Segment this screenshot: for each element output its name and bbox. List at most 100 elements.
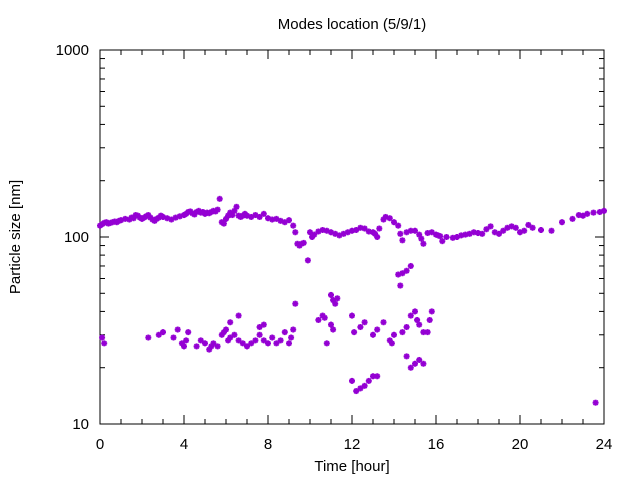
chart-title: Modes location (5/9/1) — [278, 16, 426, 33]
data-point — [256, 324, 263, 331]
data-point — [233, 203, 240, 210]
data-point — [269, 334, 276, 341]
data-point — [575, 212, 582, 219]
axis-ticks — [99, 50, 605, 425]
data-point — [374, 373, 381, 380]
data-point — [365, 377, 372, 384]
y-axis-label: Particle size [nm] — [7, 180, 24, 294]
data-point — [193, 343, 200, 350]
data-point — [260, 210, 267, 217]
data-point — [349, 312, 355, 319]
data-point — [361, 382, 368, 389]
x-tick-label: 0 — [96, 436, 104, 453]
data-point — [216, 195, 223, 202]
data-point — [290, 222, 297, 229]
data-point — [349, 377, 355, 384]
data-point — [248, 340, 255, 347]
data-points — [97, 195, 607, 406]
data-point — [386, 215, 393, 222]
data-point — [365, 228, 372, 235]
x-tick-label: 24 — [596, 436, 613, 453]
data-point — [300, 239, 307, 246]
data-point — [256, 331, 263, 338]
data-point — [321, 314, 328, 321]
data-point — [443, 234, 450, 240]
data-point — [160, 329, 166, 336]
data-point — [414, 316, 421, 323]
data-point — [260, 337, 267, 344]
data-point — [290, 326, 297, 333]
plot-frame — [99, 49, 605, 425]
data-point — [277, 337, 284, 344]
x-tick-label: 20 — [512, 436, 529, 453]
y-tick-label: 10 — [72, 416, 89, 433]
data-point — [483, 226, 490, 233]
x-tick-label: 16 — [428, 436, 445, 453]
data-point — [412, 227, 418, 234]
x-tick-label: 8 — [264, 436, 272, 453]
data-point — [239, 340, 246, 347]
data-point — [277, 217, 284, 224]
data-point — [403, 353, 410, 360]
data-point — [397, 230, 404, 237]
data-point — [512, 224, 519, 231]
data-point — [416, 321, 423, 328]
data-point — [332, 300, 339, 307]
data-point — [590, 209, 597, 216]
data-point — [330, 326, 337, 333]
data-point — [426, 316, 433, 323]
data-point — [376, 225, 383, 232]
data-point — [439, 238, 446, 245]
data-point — [181, 343, 187, 350]
data-point — [407, 364, 414, 371]
data-point — [500, 227, 507, 234]
data-point — [292, 300, 299, 307]
data-point — [538, 227, 544, 234]
data-point — [418, 235, 425, 242]
data-point — [592, 399, 599, 406]
data-point — [145, 334, 152, 341]
data-point — [424, 329, 431, 336]
data-point — [351, 329, 358, 336]
data-point — [361, 319, 368, 326]
data-point — [328, 291, 334, 298]
data-point — [416, 356, 423, 363]
data-point — [596, 209, 603, 216]
data-point — [559, 219, 565, 226]
data-point — [361, 225, 368, 232]
data-point — [235, 337, 242, 344]
data-point — [397, 282, 404, 289]
y-tick-label: 100 — [64, 229, 89, 246]
data-point — [101, 340, 108, 347]
data-point — [548, 227, 555, 234]
x-tick-label: 12 — [344, 436, 361, 453]
y-tick-label: 1000 — [56, 42, 89, 59]
data-point — [391, 219, 397, 226]
data-point — [170, 334, 177, 341]
data-point — [244, 343, 250, 350]
data-point — [260, 321, 267, 328]
data-point — [229, 212, 236, 219]
data-point — [391, 331, 397, 338]
data-point — [374, 326, 381, 333]
data-point — [334, 295, 341, 302]
data-point — [235, 312, 242, 319]
data-point — [202, 340, 208, 347]
data-point — [403, 267, 410, 274]
data-point — [370, 331, 376, 338]
data-point — [487, 223, 494, 230]
data-point — [281, 329, 288, 336]
data-point — [529, 224, 536, 231]
data-point — [214, 343, 221, 350]
data-point — [252, 337, 259, 344]
data-point — [292, 229, 299, 236]
data-point — [353, 388, 360, 395]
data-point — [504, 224, 511, 231]
data-point — [399, 329, 406, 336]
data-point — [479, 230, 486, 237]
data-point — [323, 340, 330, 347]
data-point — [223, 326, 229, 333]
data-point — [525, 221, 532, 228]
data-point — [286, 217, 292, 224]
